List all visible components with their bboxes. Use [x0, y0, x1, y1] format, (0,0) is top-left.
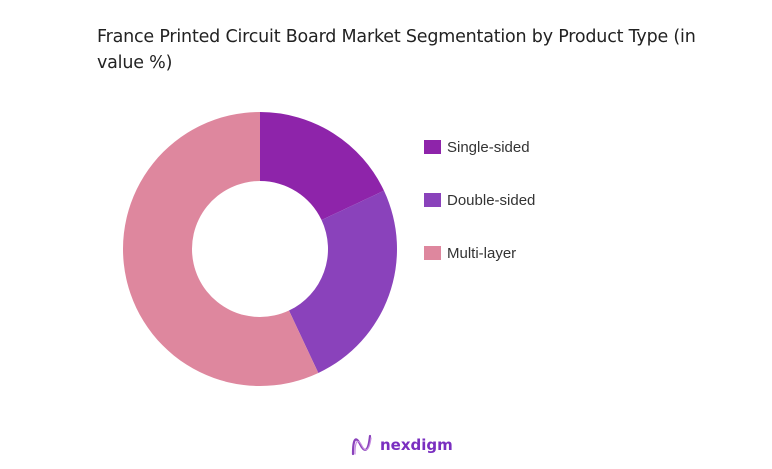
slice-double-sided[interactable] — [288, 190, 397, 373]
donut-slices — [123, 112, 397, 386]
legend-label: Double-sided — [447, 191, 536, 209]
legend-swatch — [424, 140, 441, 154]
legend-item-multi-layer[interactable]: Multi-layer — [424, 240, 535, 266]
legend-item-double-sided[interactable]: Double-sided — [424, 187, 535, 213]
chart-title: France Printed Circuit Board Market Segm… — [97, 27, 696, 73]
legend-item-single-sided[interactable]: Single-sided — [424, 134, 535, 160]
slice-multi-layer[interactable] — [123, 112, 319, 386]
brand-logo: nexdigm — [350, 434, 453, 456]
legend-swatch — [424, 246, 441, 260]
legend-swatch — [424, 193, 441, 207]
slice-single-sided[interactable] — [260, 112, 384, 221]
nexdigm-logo-icon — [351, 434, 372, 456]
brand-name: nexdigm — [380, 436, 453, 454]
legend-label: Multi-layer — [447, 244, 517, 262]
legend: Single-sided Double-sided Multi-layer — [424, 134, 535, 293]
legend-label: Single-sided — [447, 138, 530, 156]
